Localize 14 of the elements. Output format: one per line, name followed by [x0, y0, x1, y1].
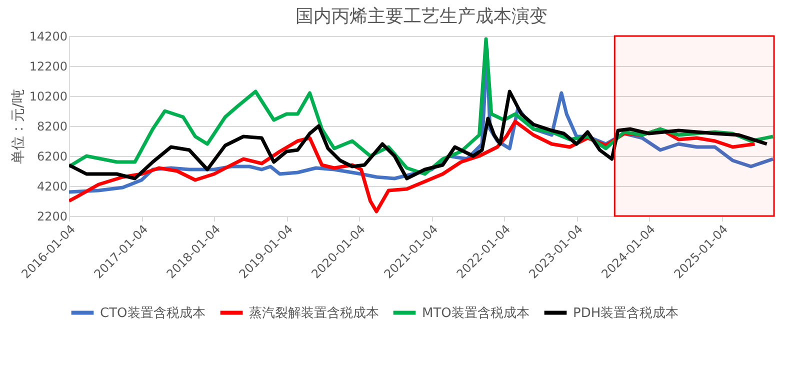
y-tick-label: 10200 — [29, 90, 68, 104]
legend-label: CTO装置含税成本 — [100, 306, 206, 321]
legend-label: MTO装置含税成本 — [422, 306, 530, 321]
legend-label: 蒸汽裂解装置含税成本 — [249, 306, 379, 321]
y-tick-label: 12200 — [29, 60, 68, 74]
y-tick-label: 8200 — [36, 120, 68, 134]
y-tick-label: 14200 — [29, 30, 68, 44]
chart-title: 国内丙烯主要工艺生产成本演变 — [296, 6, 548, 27]
y-tick-label: 2200 — [36, 210, 68, 224]
y-tick-label: 4200 — [36, 180, 68, 194]
legend-label: PDH装置含税成本 — [573, 306, 679, 321]
y-tick-label: 6200 — [36, 150, 68, 164]
y-axis-title: 单位：元/吨 — [10, 89, 26, 164]
line-series — [69, 90, 769, 180]
